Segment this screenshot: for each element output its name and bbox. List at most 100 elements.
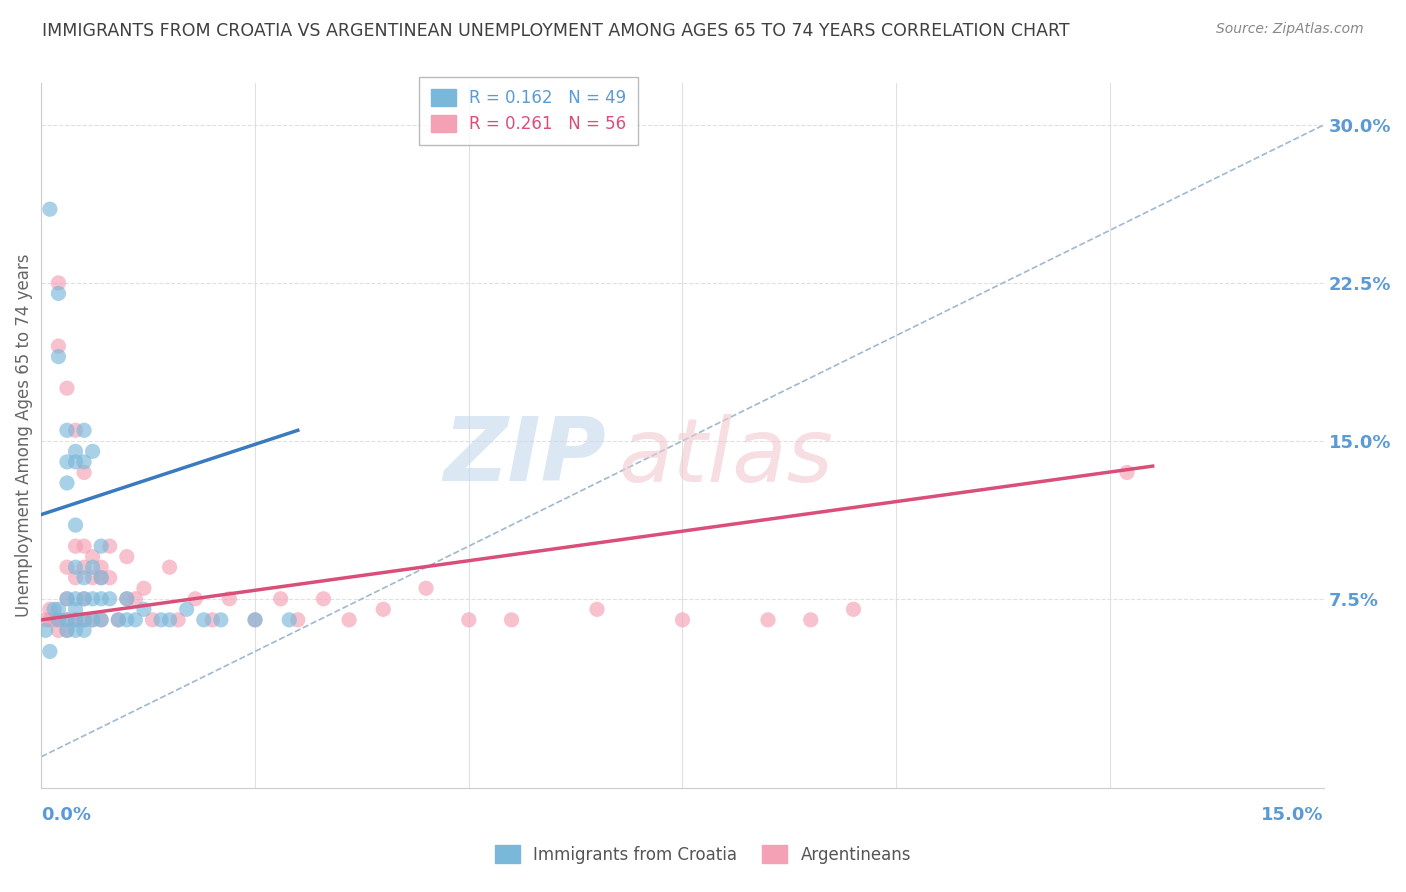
Point xyxy=(56,591,79,606)
Point xyxy=(159,560,181,574)
Point xyxy=(243,613,266,627)
Point xyxy=(586,602,609,616)
Point xyxy=(65,444,87,458)
Point xyxy=(82,571,104,585)
Point xyxy=(48,613,70,627)
Point xyxy=(56,624,79,638)
Point xyxy=(337,613,360,627)
Point xyxy=(90,571,112,585)
Legend: Immigrants from Croatia, Argentineans: Immigrants from Croatia, Argentineans xyxy=(488,838,918,871)
Point xyxy=(278,613,301,627)
Point xyxy=(73,466,96,480)
Point xyxy=(90,613,112,627)
Point xyxy=(132,581,155,595)
Point xyxy=(48,339,70,353)
Point xyxy=(65,560,87,574)
Point xyxy=(38,613,60,627)
Point xyxy=(65,571,87,585)
Point xyxy=(98,539,121,553)
Point xyxy=(73,571,96,585)
Point xyxy=(184,591,207,606)
Point xyxy=(65,624,87,638)
Point xyxy=(150,613,173,627)
Point xyxy=(176,602,198,616)
Point xyxy=(56,423,79,437)
Point xyxy=(73,613,96,627)
Text: IMMIGRANTS FROM CROATIA VS ARGENTINEAN UNEMPLOYMENT AMONG AGES 65 TO 74 YEARS CO: IMMIGRANTS FROM CROATIA VS ARGENTINEAN U… xyxy=(42,22,1070,40)
Point xyxy=(44,602,66,616)
Point xyxy=(501,613,523,627)
Point xyxy=(82,613,104,627)
Point xyxy=(90,539,112,553)
Point xyxy=(82,591,104,606)
Point xyxy=(48,613,70,627)
Point xyxy=(73,624,96,638)
Point xyxy=(73,455,96,469)
Y-axis label: Unemployment Among Ages 65 to 74 years: Unemployment Among Ages 65 to 74 years xyxy=(15,254,32,617)
Point xyxy=(115,549,138,564)
Point xyxy=(243,613,266,627)
Point xyxy=(193,613,215,627)
Point xyxy=(56,613,79,627)
Point xyxy=(90,560,112,574)
Point xyxy=(34,624,56,638)
Text: 15.0%: 15.0% xyxy=(1261,806,1323,824)
Point xyxy=(65,613,87,627)
Point xyxy=(107,613,129,627)
Point xyxy=(48,286,70,301)
Point xyxy=(124,613,146,627)
Point xyxy=(56,475,79,490)
Point xyxy=(65,518,87,533)
Point xyxy=(38,602,60,616)
Point xyxy=(48,350,70,364)
Legend: R = 0.162   N = 49, R = 0.261   N = 56: R = 0.162 N = 49, R = 0.261 N = 56 xyxy=(419,77,638,145)
Point xyxy=(124,591,146,606)
Point xyxy=(1116,466,1139,480)
Text: ZIP: ZIP xyxy=(443,413,606,500)
Point xyxy=(34,613,56,627)
Point xyxy=(115,591,138,606)
Point xyxy=(115,591,138,606)
Point xyxy=(415,581,437,595)
Point xyxy=(73,613,96,627)
Point xyxy=(107,613,129,627)
Point xyxy=(218,591,240,606)
Point xyxy=(800,613,823,627)
Point xyxy=(209,613,232,627)
Point xyxy=(457,613,479,627)
Point xyxy=(48,624,70,638)
Point xyxy=(90,613,112,627)
Point xyxy=(65,423,87,437)
Point xyxy=(38,644,60,658)
Point xyxy=(56,613,79,627)
Point xyxy=(98,591,121,606)
Point xyxy=(73,560,96,574)
Point xyxy=(65,613,87,627)
Point xyxy=(167,613,190,627)
Point xyxy=(56,591,79,606)
Point xyxy=(312,591,335,606)
Point xyxy=(48,276,70,290)
Point xyxy=(141,613,163,627)
Point xyxy=(48,602,70,616)
Text: 0.0%: 0.0% xyxy=(41,806,91,824)
Point xyxy=(56,624,79,638)
Point xyxy=(671,613,693,627)
Point xyxy=(115,613,138,627)
Point xyxy=(38,202,60,217)
Text: Source: ZipAtlas.com: Source: ZipAtlas.com xyxy=(1216,22,1364,37)
Point xyxy=(65,591,87,606)
Point xyxy=(90,571,112,585)
Point xyxy=(270,591,292,606)
Point xyxy=(56,560,79,574)
Point xyxy=(82,444,104,458)
Point xyxy=(65,539,87,553)
Point xyxy=(73,591,96,606)
Point xyxy=(373,602,395,616)
Text: atlas: atlas xyxy=(619,414,834,500)
Point xyxy=(73,539,96,553)
Point xyxy=(44,613,66,627)
Point xyxy=(73,591,96,606)
Point xyxy=(98,571,121,585)
Point xyxy=(756,613,779,627)
